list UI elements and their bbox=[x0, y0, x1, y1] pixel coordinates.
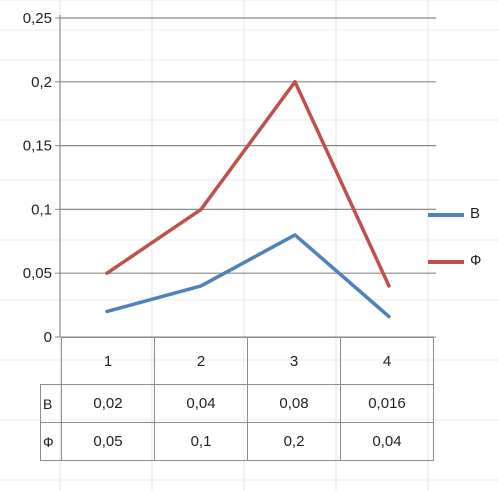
category-label: 3 bbox=[247, 337, 341, 385]
y-tick-label: 0,05 bbox=[23, 265, 52, 282]
data-table-corner bbox=[40, 337, 62, 385]
data-cell: 0,04 bbox=[154, 384, 248, 423]
data-table-row-b: В 0,02 0,04 0,08 0,016 bbox=[40, 384, 434, 423]
y-tick-labels: 00,050,10,150,20,25 bbox=[23, 10, 52, 346]
y-tick-label: 0,25 bbox=[23, 10, 52, 27]
data-cell: 0,08 bbox=[247, 384, 341, 423]
y-tick-label: 0,1 bbox=[31, 201, 52, 218]
data-cell: 0,1 bbox=[154, 422, 248, 461]
legend-swatch-b bbox=[428, 213, 464, 217]
data-cell: 0,2 bbox=[247, 422, 341, 461]
legend-item-b: В bbox=[428, 205, 498, 225]
data-table: 1 2 3 4 В 0,02 0,04 0,08 0,016 Ф 0,05 0,… bbox=[40, 337, 434, 461]
legend-label-f: Ф bbox=[470, 252, 482, 269]
series-line-f bbox=[105, 80, 391, 288]
legend-item-f: Ф bbox=[428, 252, 498, 272]
data-table-header-row: 1 2 3 4 bbox=[40, 337, 434, 385]
series-line-b bbox=[105, 233, 391, 319]
y-tick-label: 0,2 bbox=[31, 74, 52, 91]
category-label: 4 bbox=[340, 337, 434, 385]
y-tick-label: 0,15 bbox=[23, 138, 52, 155]
data-cell: 0,016 bbox=[340, 384, 434, 423]
row-label-b: В bbox=[40, 384, 62, 423]
category-label: 1 bbox=[61, 337, 155, 385]
data-cell: 0,05 bbox=[61, 422, 155, 461]
axes bbox=[55, 15, 436, 338]
legend-swatch-f bbox=[428, 260, 464, 264]
data-cell: 0,02 bbox=[61, 384, 155, 423]
data-cell: 0,04 bbox=[340, 422, 434, 461]
series-lines bbox=[105, 80, 391, 319]
legend-label-b: В bbox=[470, 205, 481, 222]
data-table-row-f: Ф 0,05 0,1 0,2 0,04 bbox=[40, 422, 434, 461]
row-label-f: Ф bbox=[40, 422, 62, 461]
category-label: 2 bbox=[154, 337, 248, 385]
